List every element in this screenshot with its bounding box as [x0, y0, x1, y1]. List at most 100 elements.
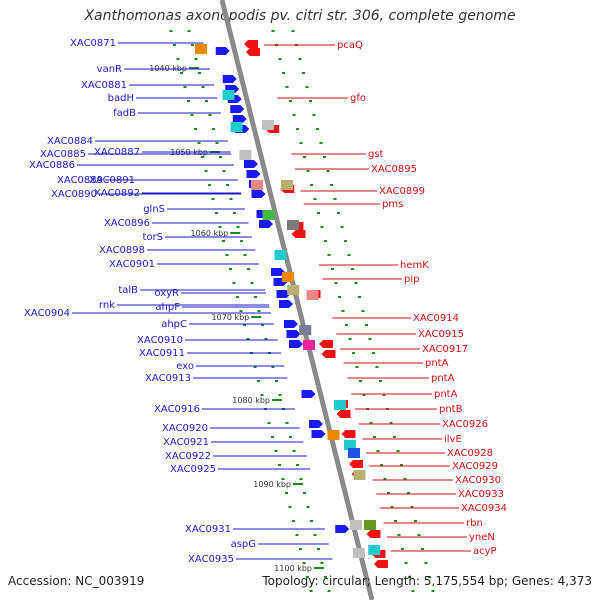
track-dot	[257, 310, 261, 312]
reverse-gene-arrow	[319, 340, 333, 348]
track-dot	[404, 562, 408, 564]
gene-label-left: XAC0896	[104, 218, 150, 229]
gene-block	[344, 440, 356, 450]
track-dot	[387, 492, 390, 494]
gene-label-left: XAC0904	[24, 308, 70, 319]
track-dot	[316, 128, 319, 130]
track-dot	[317, 548, 320, 550]
track-dot	[271, 366, 275, 368]
gene-block	[334, 400, 346, 410]
gene-label-right: XAC0917	[422, 344, 468, 355]
track-dot	[243, 324, 246, 326]
gene-block	[262, 120, 274, 130]
gene-label-left: XAC0891	[89, 175, 135, 186]
gene-block	[287, 220, 299, 230]
forward-gene-arrow	[244, 160, 258, 168]
track-dot	[239, 310, 243, 312]
gene-label-right: XAC0934	[461, 503, 507, 514]
track-dot	[351, 268, 354, 270]
gene-label-right: yneN	[469, 532, 495, 543]
track-dot	[243, 254, 247, 256]
gene-label-right: ilvE	[444, 434, 462, 445]
track-dot	[253, 366, 257, 368]
forward-gene-arrow	[271, 268, 285, 276]
topology-text: Topology: circular; Length: 5,175,554 bp…	[262, 574, 592, 588]
track-dot	[187, 30, 191, 32]
gene-label-right: XAC0915	[418, 329, 464, 340]
gene-label-right: pcaQ	[337, 40, 363, 51]
gene-label-right: acyP	[473, 546, 497, 557]
track-dot	[295, 534, 299, 536]
gene-label-left: XAC0892	[94, 188, 140, 199]
track-dot	[431, 590, 435, 592]
gene-block	[239, 150, 252, 160]
track-dot	[382, 394, 386, 396]
gene-label-left: XAC0920	[162, 423, 208, 434]
track-dot	[274, 450, 278, 452]
track-dot	[424, 562, 428, 564]
gene-block	[274, 250, 287, 260]
track-dot	[261, 324, 264, 326]
gene-label-left: XAC0887	[94, 147, 140, 158]
track-dot	[408, 576, 411, 578]
track-dot	[334, 282, 338, 284]
track-dot	[383, 478, 387, 480]
gene-label-left: XAC0901	[109, 259, 155, 270]
gene-label-right: hemK	[400, 260, 429, 271]
track-dot	[428, 576, 431, 578]
track-dot	[278, 464, 281, 466]
forward-gene-arrow	[286, 330, 301, 338]
track-dot	[204, 170, 208, 172]
track-dot	[302, 562, 306, 564]
track-dot	[310, 184, 313, 186]
gene-label-left: XAC0881	[81, 80, 127, 91]
track-dot	[226, 184, 229, 186]
track-dot	[306, 170, 310, 172]
track-dot	[285, 86, 289, 88]
track-dot	[313, 534, 317, 536]
track-dot	[299, 478, 303, 480]
track-dot	[368, 338, 372, 340]
track-dot	[327, 590, 331, 592]
track-dot	[292, 520, 295, 522]
gene-label-right: rbn	[466, 518, 483, 529]
tick-label: 1060 kbp	[191, 229, 229, 238]
track-dot	[260, 394, 264, 396]
reverse-gene-arrow	[366, 530, 381, 538]
accession-text: Accession: NC_003919	[8, 574, 145, 588]
track-dot	[390, 506, 394, 508]
track-dot	[319, 142, 323, 144]
track-dot	[176, 58, 180, 60]
track-dot	[407, 492, 410, 494]
gene-block	[281, 180, 293, 190]
track-dot	[247, 268, 250, 270]
track-dot	[410, 506, 414, 508]
track-dot	[222, 240, 225, 242]
track-dot	[298, 58, 302, 60]
track-dot	[225, 254, 229, 256]
track-dot	[347, 254, 351, 256]
track-dot	[233, 212, 236, 214]
gene-label-left: XAC0871	[70, 38, 116, 49]
gene-label-left: fadB	[113, 108, 136, 119]
gene-label-right: XAC0929	[452, 461, 498, 472]
track-dot	[306, 506, 310, 508]
track-dot	[264, 338, 268, 340]
track-dot	[330, 184, 333, 186]
forward-gene-arrow	[289, 340, 303, 348]
gene-label-left: XAC0921	[163, 437, 209, 448]
track-dot	[257, 380, 260, 382]
track-dot	[236, 296, 239, 298]
track-dot	[358, 296, 361, 298]
track-dot	[281, 478, 285, 480]
gene-label-left: XAC0916	[154, 404, 200, 415]
gene-block	[287, 285, 300, 295]
gene-block	[327, 430, 340, 440]
track-dot	[222, 170, 226, 172]
track-dot	[340, 226, 344, 228]
track-dot	[197, 142, 201, 144]
track-dot	[271, 30, 275, 32]
forward-gene-arrow	[251, 190, 266, 198]
tick-label: 1080 kbp	[232, 396, 270, 405]
forward-gene-arrow	[309, 420, 323, 428]
